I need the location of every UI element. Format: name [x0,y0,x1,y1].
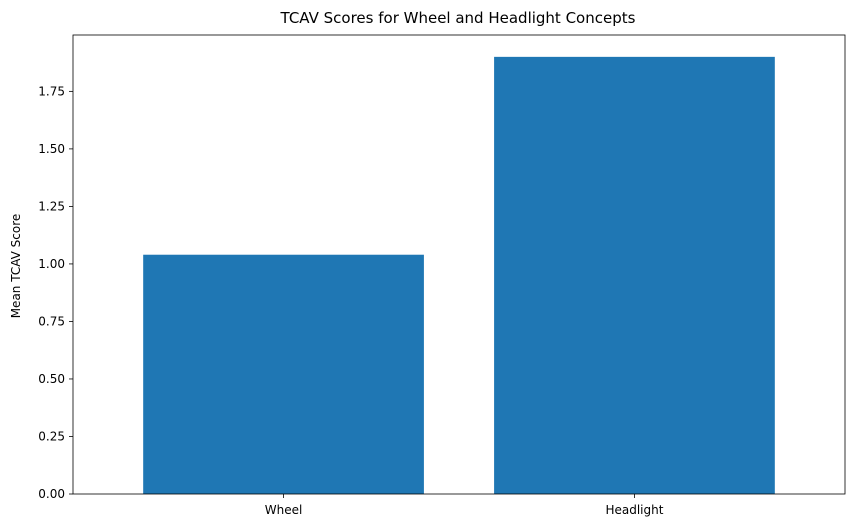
y-axis-ticks: 0.00 0.25 0.50 0.75 1.00 1.25 1.50 1.75 [38,84,73,501]
axes-frame [72,34,846,495]
chart-title: TCAV Scores for Wheel and Headlight Conc… [280,9,636,27]
bar-wheel [143,254,424,494]
y-tick-label: 1.75 [38,84,65,98]
x-tick-label: Headlight [605,503,663,517]
y-tick-label: 0.50 [38,372,65,386]
plot-area [143,56,775,494]
y-tick-label: 1.00 [38,257,65,271]
y-tick-label: 1.50 [38,142,65,156]
y-tick-label: 1.25 [38,199,65,213]
x-tick-label: Wheel [265,503,303,517]
y-tick-label: 0.25 [38,429,65,443]
x-axis-ticks: Wheel Headlight [265,494,664,517]
y-tick-label: 0.00 [38,487,65,501]
axes-spines [72,34,846,495]
bar-headlight [494,56,775,494]
y-axis-label: Mean TCAV Score [9,214,23,319]
y-tick-label: 0.75 [38,314,65,328]
